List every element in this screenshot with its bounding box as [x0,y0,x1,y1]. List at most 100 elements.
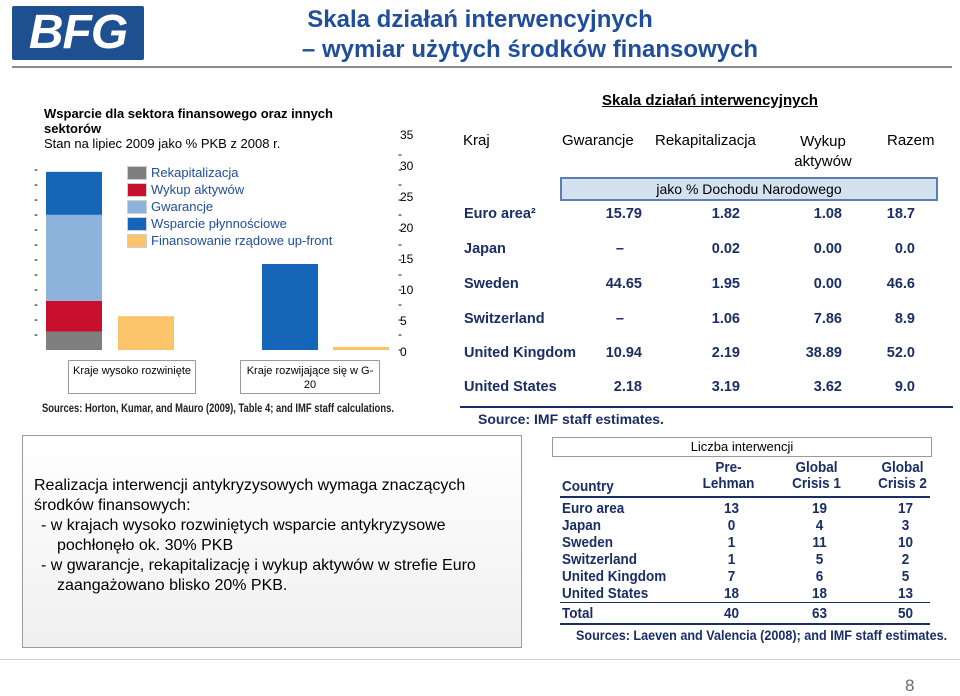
legend-item: Wykup aktywów [127,181,332,198]
bar-segment [262,264,318,350]
logo-text: BFG [28,6,128,59]
interventions-cell-country: Switzerland [562,551,638,568]
interventions-cell: 5 [901,568,910,585]
table-cell: 3.62 [813,379,842,395]
table-cell: 1.95 [711,276,740,292]
summary-textbox: Realizacja interwencji antykryzysowych w… [22,435,522,648]
interventions-cell-country: United States [562,585,649,602]
interventions-cell-country: Sweden [562,534,614,551]
interventions-cell-country: Euro area [562,500,625,517]
table-cell: 18.7 [886,206,915,222]
interventions-cell: 18 [811,585,828,602]
footer-divider [0,659,960,660]
interventions-cell-country: Total [562,605,594,622]
table-cell: 8.9 [894,311,915,327]
interventions-header-crisis2: Global Crisis 2 [878,459,927,492]
table-cell: 10.94 [605,345,642,361]
interventions-cell: 11 [812,534,827,551]
left-dash-ticks: ------------ [34,162,38,341]
category-label-developed: Kraje wysoko rozwinięte [68,360,196,394]
interventions-cell: 50 [897,605,914,622]
summary-intro: Realizacja interwencji antykryzysowych w… [34,477,466,514]
table-cell: 0.02 [711,241,740,257]
y-tick-label: 25 [400,190,414,204]
interventions-bottom-rule [560,623,930,625]
title-divider [12,66,952,68]
bar-segment [46,214,102,301]
bar-segment [46,300,102,332]
table-cell: 2.19 [711,345,740,361]
legend-item: Finansowanie rządowe up-front [127,232,332,249]
y-axis: 35 30 25 20 15 10 5 0 [400,128,430,368]
legend-label: Gwarancje [151,199,214,214]
table-cell: 15.79 [605,206,642,222]
table-cell-country: Japan [464,241,506,257]
table-cell: 0.00 [813,241,842,257]
legend-label: Finansowanie rządowe up-front [151,233,333,248]
table-cell: 52.0 [886,345,915,361]
legend-label: Wsparcie płynnościowe [151,216,287,231]
interventions-cell: 3 [901,517,910,534]
table-divider [460,406,953,408]
page-number: 8 [905,676,915,695]
interventions-total-rule [560,602,930,603]
interventions-cell: 1 [727,534,736,551]
logo: BFG [0,0,148,68]
y-tick-label: 20 [400,221,414,235]
table-cell: 1.82 [711,206,740,222]
table-cell: 1.06 [711,311,740,327]
interventions-cell: 40 [723,605,740,622]
table-cell: 1.08 [813,206,842,222]
interventions-cell: 1 [727,551,736,568]
interventions-header-country: Country [562,478,614,495]
legend-label: Rekapitalizacja [151,165,239,180]
interventions-cell: 6 [815,568,824,585]
chart-subtitle: Stan na lipiec 2009 jako % PKB z 2008 r. [44,136,281,151]
interventions-cell: 18 [723,585,740,602]
bar-segment [46,331,102,350]
table-cell: 44.65 [605,276,642,292]
chart-title: Wsparcie dla sektora finansowego oraz in… [44,106,333,136]
table-cell: 7.86 [813,311,842,327]
right-dash-ticks: -------------- [398,147,402,356]
y-tick-label: 0 [400,345,407,359]
legend-label: Wykup aktywów [151,182,245,197]
legend-item: Rekapitalizacja [127,164,332,181]
table-title: Skala działań interwencyjnych [602,92,818,109]
table-cell: 9.0 [894,379,915,395]
legend-swatch-guarantees [127,199,147,214]
table-source: Source: IMF staff estimates. [478,411,664,427]
y-tick-label: 35 [400,128,414,142]
interventions-cell: 13 [723,500,740,517]
table-cell: 3.19 [711,379,740,395]
page-title-line2: – wymiar użytych środków finansowych [301,36,759,63]
interventions-cell: 19 [811,500,828,517]
interventions-header-pre-lehman: Pre- Lehman [702,459,755,492]
interventions-header-rule [560,496,930,498]
table-header-asset-purchase: Wykup aktywów [794,133,852,170]
y-tick-label: 15 [400,252,414,266]
interventions-cell: 0 [727,517,736,534]
table-cell: 0.00 [813,276,842,292]
interventions-table: Country Pre- Lehman Global Crisis 1 Glob… [560,459,947,650]
interventions-cell: 17 [897,500,914,517]
category-label-emerging: Kraje rozwijające się w G-20 [240,360,380,394]
interventions-cell-country: Japan [562,517,602,534]
table-cell: – [615,241,624,257]
bar-segment [46,171,102,215]
table-cell: 46.6 [886,276,915,292]
interventions-cell: 4 [815,517,824,534]
table-cell: 2.18 [613,379,642,395]
table-cell: 0.0 [894,241,915,257]
table-header-country: Kraj [463,132,490,149]
table-header-total: Razem [887,132,935,149]
chart-legend: Rekapitalizacja Wykup aktywów Gwarancje … [127,164,332,249]
table-cell: 38.89 [805,345,842,361]
interventions-cell: 7 [727,568,736,585]
table-header-recap: Rekapitalizacja [655,132,756,149]
legend-item: Wsparcie płynnościowe [127,215,332,232]
table-header-guarantees: Gwarancje [562,132,634,149]
table-cell-country: Euro area² [464,206,536,222]
y-tick-label: 10 [400,283,414,297]
summary-bullet-2: - w gwarancje, rekapitalizację i wykup a… [41,557,476,594]
